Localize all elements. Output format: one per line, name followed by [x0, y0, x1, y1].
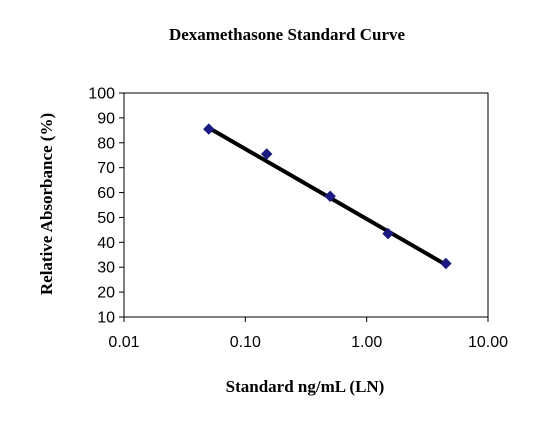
y-axis-label: Relative Absorbance (%) [37, 113, 56, 295]
chart-title: Dexamethasone Standard Curve [169, 25, 406, 44]
data-point [324, 190, 336, 202]
y-tick-label: 80 [97, 135, 115, 152]
data-point [382, 227, 394, 240]
data-point [440, 257, 452, 270]
y-tick-label: 10 [97, 310, 115, 327]
y-tick-label: 100 [88, 86, 115, 103]
x-tick-label: 0.01 [108, 334, 139, 351]
x-tick-label: 0.10 [230, 334, 261, 351]
plot-area: 10 20 30 40 50 60 70 80 90 100 0.01 0.10 1.00 10.00 [88, 86, 508, 352]
y-tick-label: 30 [97, 260, 115, 277]
y-tick-label: 90 [97, 110, 115, 127]
y-tick-label: 60 [97, 185, 115, 202]
y-tick-label: 20 [97, 285, 115, 302]
y-tick-label: 40 [97, 235, 115, 252]
x-axis-label: Standard ng/mL (LN) [226, 377, 385, 396]
plot-frame [123, 92, 489, 318]
y-tick-label: 70 [97, 160, 115, 177]
y-tick-label: 50 [97, 210, 115, 227]
x-tick-label: 1.00 [351, 334, 382, 351]
data-point [260, 148, 273, 160]
x-tick-label: 10.00 [468, 334, 508, 351]
data-point [203, 123, 215, 135]
